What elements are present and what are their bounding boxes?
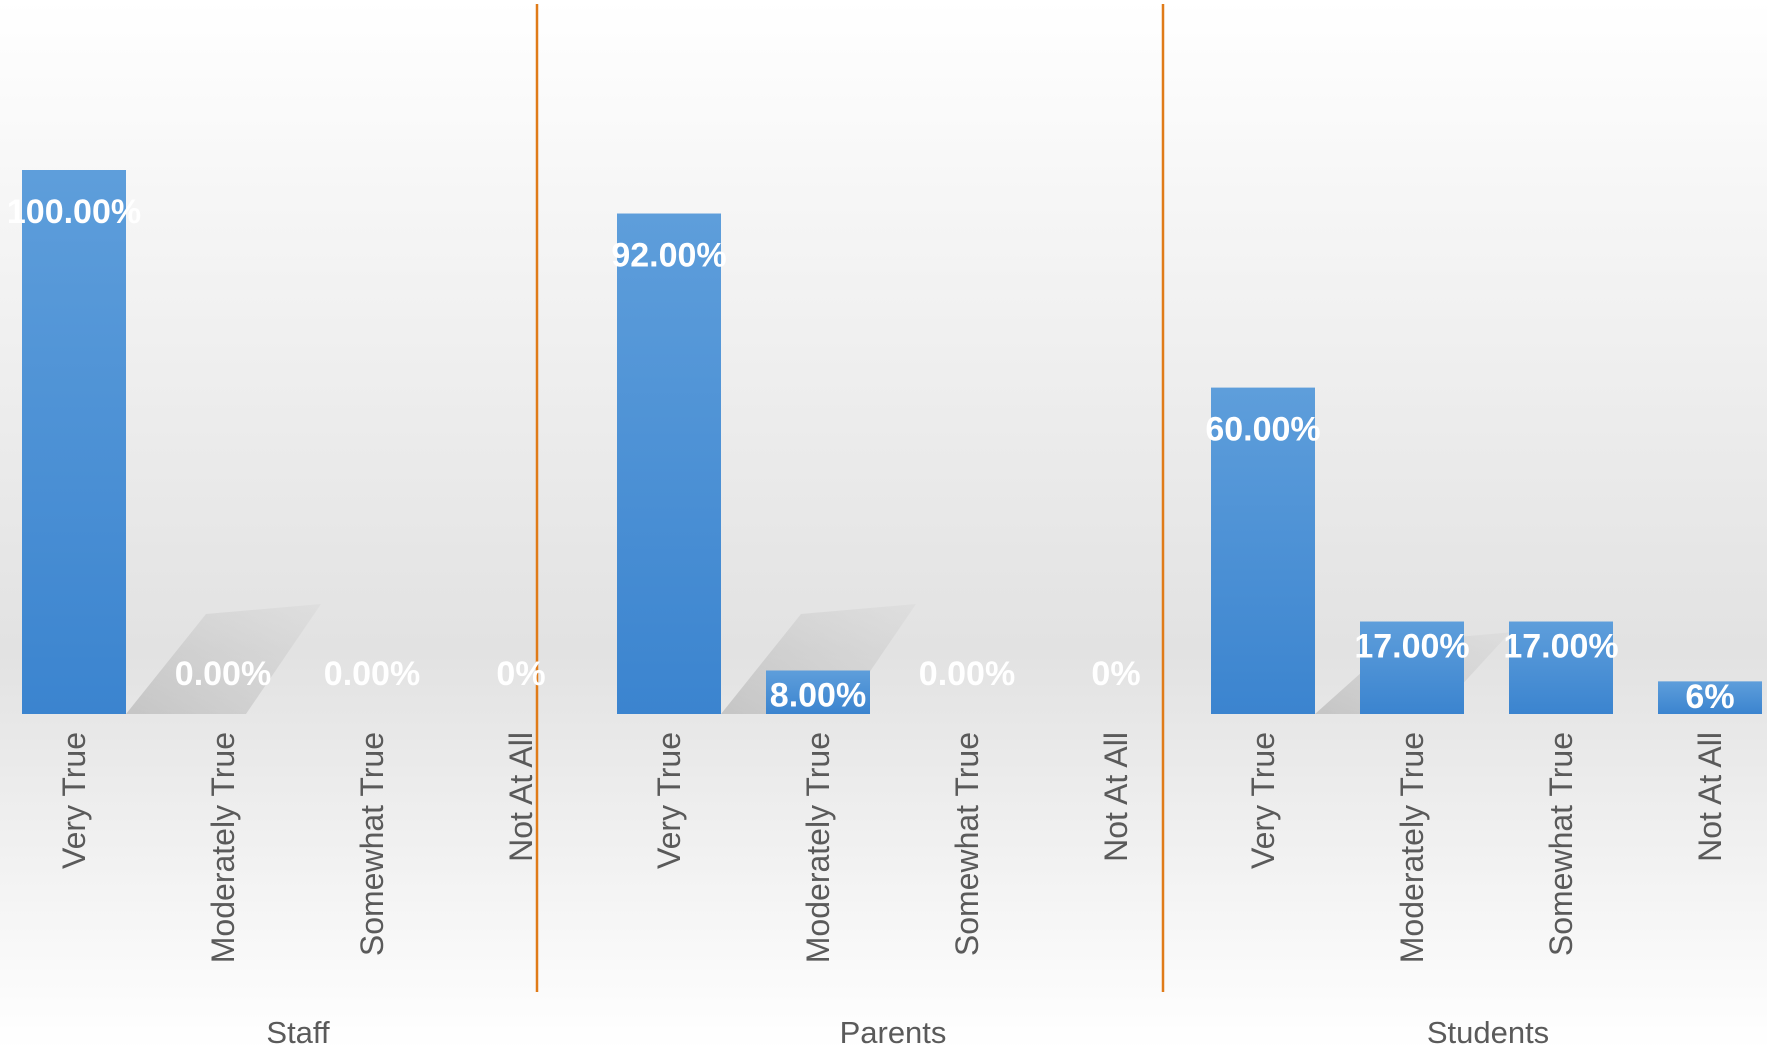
data-label: 17.00% <box>1503 628 1618 666</box>
data-label: 0.00% <box>919 655 1015 693</box>
bar-parents-1 <box>617 213 721 714</box>
data-label: 92.00% <box>611 237 726 275</box>
group-separators <box>535 4 1165 992</box>
category-tick-label: Not At All <box>503 732 539 862</box>
category-tick-label: Somewhat True <box>1543 732 1579 956</box>
value-labels: 100.00% 0.00% 0.00% 0% 92.00% 8.00% 0.00% 0% 60.… <box>7 193 1735 716</box>
bar-students-1 <box>1211 387 1315 714</box>
category-tick-label: Somewhat True <box>949 732 985 956</box>
category-tick-label: Moderately True <box>205 732 241 963</box>
category-tick-label: Moderately True <box>1394 732 1430 963</box>
category-tick-label: Not At All <box>1692 732 1728 862</box>
category-tick-label: Not At All <box>1098 732 1134 862</box>
bar-parents-2 <box>766 670 870 714</box>
data-label: 0% <box>1091 655 1140 693</box>
data-label: 17.00% <box>1354 628 1469 666</box>
bar-students-3 <box>1509 621 1613 714</box>
data-label: 60.00% <box>1205 411 1320 449</box>
group-label-students: Students <box>1427 1015 1549 1050</box>
bar-shadow <box>126 604 321 714</box>
data-label: 0% <box>496 655 545 693</box>
bar-students-4 <box>1658 681 1762 714</box>
category-tick-label: Very True <box>56 732 92 869</box>
bar-staff-1 <box>22 170 126 714</box>
bar-students-2 <box>1360 621 1464 714</box>
bars <box>22 170 1762 714</box>
category-tick-label: Very True <box>651 732 687 869</box>
category-tick-label: Moderately True <box>800 732 836 963</box>
category-tick-label: Somewhat True <box>354 732 390 956</box>
data-label: 8.00% <box>770 676 866 714</box>
category-tick-label: Very True <box>1245 732 1281 869</box>
category-axis-labels: Very True Moderately True Somewhat True Not… <box>56 732 1728 963</box>
data-label: 0.00% <box>324 655 420 693</box>
data-label: 0.00% <box>175 655 271 693</box>
data-label: 6% <box>1685 678 1734 716</box>
group-label-parents: Parents <box>840 1015 947 1050</box>
data-label: 100.00% <box>7 193 141 231</box>
group-label-staff: Staff <box>266 1015 330 1050</box>
group-axis-labels: Staff Parents Students <box>266 1015 1549 1050</box>
